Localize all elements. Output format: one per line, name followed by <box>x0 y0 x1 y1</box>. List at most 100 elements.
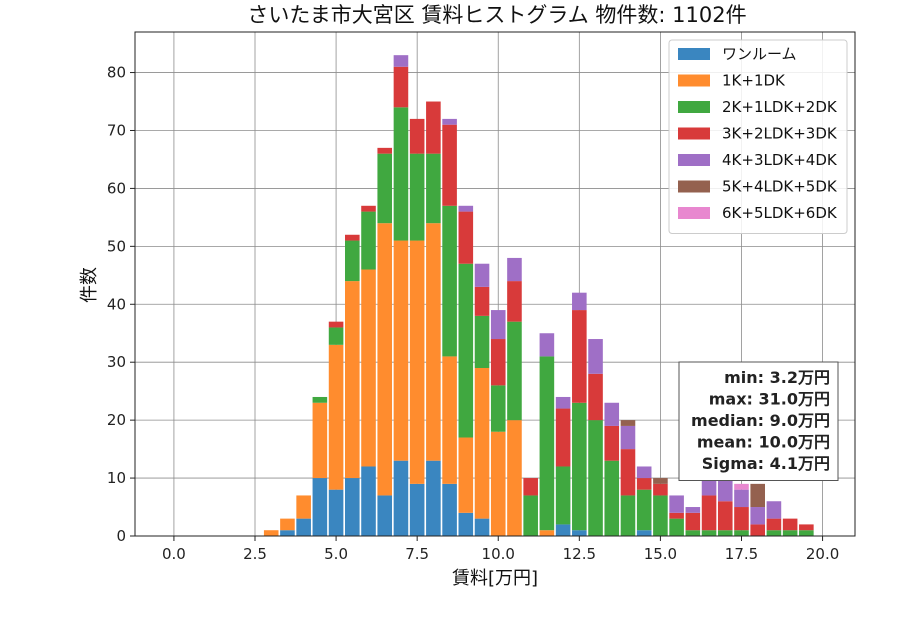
bar-segment <box>442 205 457 357</box>
bar-segment <box>296 495 311 519</box>
legend-swatch <box>678 74 710 87</box>
bar-segment <box>474 286 490 316</box>
legend-label: 4K+3LDK+4DK <box>722 151 838 169</box>
bar-segment <box>442 124 457 206</box>
bar-segment <box>653 483 668 496</box>
bar-segment <box>620 420 636 426</box>
bar-segment <box>766 501 782 519</box>
legend-swatch <box>678 180 710 193</box>
x-tick-label: 15.0 <box>644 545 677 563</box>
bar-segment <box>734 530 749 536</box>
bar-segment <box>409 483 425 536</box>
bar-segment <box>653 478 668 484</box>
x-tick-label: 10.0 <box>482 545 515 563</box>
bar-segment <box>555 524 571 536</box>
legend-label: 1K+1DK <box>722 72 786 90</box>
y-tick-label: 60 <box>107 179 126 197</box>
bar-segment <box>280 518 295 531</box>
bar-segment <box>361 205 376 212</box>
bar-segment <box>766 518 782 531</box>
bar-segment <box>636 466 652 479</box>
bar-segment <box>458 205 474 212</box>
bar-segment <box>507 420 522 536</box>
y-axis-ticks: 0 10 20 30 40 50 60 70 80 <box>107 64 135 545</box>
bar-segment <box>620 495 636 536</box>
bar-segment <box>296 518 311 536</box>
bar-segment <box>669 518 684 536</box>
bar-segment <box>539 356 555 531</box>
bar-segment <box>490 339 506 386</box>
bar-segment <box>474 368 490 519</box>
bar-segment <box>474 518 490 536</box>
bar-segment <box>393 240 409 461</box>
bar-segment <box>636 530 652 536</box>
bar-segment <box>490 310 506 340</box>
bar-segment <box>490 385 506 432</box>
stats-line: median: 9.0万円 <box>691 411 830 430</box>
bar-segment <box>312 402 328 479</box>
bar-segment <box>588 373 603 421</box>
bar-segment <box>442 483 457 536</box>
bar-segment <box>669 495 684 513</box>
bar-segment <box>458 263 474 438</box>
y-tick-label: 80 <box>107 64 126 82</box>
x-tick-label: 5.0 <box>324 545 348 563</box>
bar-segment <box>393 55 409 67</box>
legend-swatch <box>678 127 710 140</box>
bar-segment <box>588 339 603 374</box>
bar-segment <box>539 333 555 357</box>
bar-segment <box>409 118 425 154</box>
bar-segment <box>409 240 425 484</box>
bar-segment <box>750 483 765 508</box>
bar-segment <box>717 530 733 536</box>
bar-segment <box>604 460 620 536</box>
bar-segment <box>507 257 522 282</box>
y-tick-label: 70 <box>107 121 126 139</box>
x-axis-label: 賃料[万円] <box>452 568 538 589</box>
bar-segment <box>442 356 457 484</box>
bar-segment <box>474 315 490 368</box>
bar-segment <box>588 420 603 536</box>
bar-segment <box>620 449 636 496</box>
legend-label: 3K+2LDK+3DK <box>722 125 838 143</box>
bar-segment <box>393 107 409 241</box>
x-tick-label: 17.5 <box>725 545 758 563</box>
bar-segment <box>685 530 701 536</box>
bar-segment <box>734 507 749 531</box>
bar-segment <box>458 437 474 513</box>
bar-segment <box>409 153 425 241</box>
y-tick-label: 50 <box>107 237 126 255</box>
x-axis-ticks: 0.0 2.5 5.0 7.5 10.0 12.5 15.0 17.5 20.0 <box>162 536 839 563</box>
bar-segment <box>604 425 620 461</box>
legend-label: 2K+1LDK+2DK <box>722 98 838 116</box>
stats-line: mean: 10.0万円 <box>697 433 830 452</box>
bar-segment <box>361 466 376 536</box>
bar-segment <box>377 223 393 496</box>
bar-segment <box>474 263 490 287</box>
plot-frame <box>134 31 856 537</box>
bar-segment <box>799 530 814 536</box>
y-tick-label: 20 <box>107 411 126 429</box>
bar-segment <box>572 292 587 311</box>
bar-segment <box>701 495 717 531</box>
bar-segment <box>426 101 441 154</box>
bar-segment <box>636 489 652 531</box>
bar-segment <box>361 211 376 270</box>
y-tick-label: 40 <box>107 295 126 313</box>
legend-label: 5K+4LDK+5DK <box>722 178 838 196</box>
bar-segment <box>523 495 538 536</box>
bar-segment <box>539 530 555 536</box>
bar-segment <box>572 530 587 536</box>
stats-box-frame <box>678 361 839 481</box>
stats-box: min: 3.2万円 max: 31.0万円 median: 9.0万円 mean: … <box>678 361 839 481</box>
bar-segment <box>572 402 587 531</box>
y-tick-label: 30 <box>107 353 126 371</box>
y-axis-label: 件数 <box>79 267 100 303</box>
bar-segment <box>426 460 441 536</box>
x-tick-label: 2.5 <box>243 545 267 563</box>
bar-segment <box>377 147 393 154</box>
stats-line: min: 3.2万円 <box>724 368 830 387</box>
bar-segment <box>717 501 733 531</box>
bar-segment <box>734 483 749 490</box>
bar-segment <box>426 223 441 461</box>
